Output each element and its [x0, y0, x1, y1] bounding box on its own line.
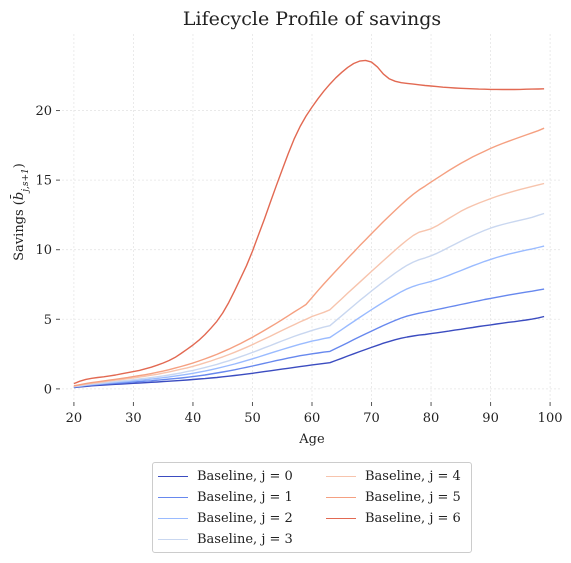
legend-label: Baseline, j = 2: [197, 510, 293, 526]
legend-item: Baseline, j = 0: [158, 466, 293, 486]
series-line-j0: [73, 315, 545, 389]
y-tick-label: 20: [35, 104, 52, 119]
legend-swatch: [326, 496, 356, 498]
y-tick-label: 0: [44, 382, 52, 397]
legend-swatch: [158, 475, 188, 477]
y-tick-label: 5: [44, 313, 52, 328]
series-line-j5: [73, 127, 545, 387]
legend-swatch: [326, 475, 356, 477]
legend-swatch: [326, 517, 356, 519]
series-line-j3: [73, 212, 545, 388]
x-tick-label: 100: [538, 411, 563, 426]
legend-item: Baseline, j = 2: [158, 508, 293, 528]
x-tick-label: 50: [244, 411, 261, 426]
grid: [62, 34, 562, 400]
y-axis-label: Savings (b̄j,s+1): [10, 163, 31, 261]
legend-swatch: [158, 496, 188, 498]
x-tick-label: 40: [185, 411, 202, 426]
legend: Baseline, j = 0 Baseline, j = 1 Baseline, …: [152, 462, 472, 553]
legend-item: Baseline, j = 6: [326, 508, 461, 528]
y-tick-label: 15: [35, 174, 52, 189]
legend-swatch: [158, 538, 188, 540]
x-tick-label: 30: [125, 411, 142, 426]
legend-item: Baseline, j = 5: [326, 487, 461, 507]
series-line-j2: [73, 245, 545, 388]
x-tick-label: 90: [482, 411, 499, 426]
x-tick-label: 20: [66, 411, 83, 426]
series-line-j6: [73, 59, 545, 385]
x-tick-label: 60: [304, 411, 321, 426]
axis-ticks: 20 30 40 50 60 70 80 90 100 0 5 10 15 20: [35, 104, 562, 426]
series-lines: [73, 59, 545, 389]
legend-label: Baseline, j = 6: [365, 510, 461, 526]
series-line-j1: [73, 288, 545, 388]
x-tick-label: 70: [363, 411, 380, 426]
series-line-j4: [73, 182, 545, 387]
legend-label: Baseline, j = 5: [365, 489, 461, 505]
legend-label: Baseline, j = 3: [197, 531, 293, 547]
legend-item: Baseline, j = 4: [326, 466, 461, 486]
chart-title: Lifecycle Profile of savings: [183, 8, 441, 30]
y-tick-label: 10: [35, 243, 52, 258]
legend-label: Baseline, j = 0: [197, 468, 293, 484]
legend-item: Baseline, j = 1: [158, 487, 293, 507]
x-axis-label: Age: [298, 432, 325, 447]
legend-item: Baseline, j = 3: [158, 529, 293, 549]
x-tick-label: 80: [423, 411, 440, 426]
legend-swatch: [158, 517, 188, 519]
legend-label: Baseline, j = 1: [197, 489, 293, 505]
legend-label: Baseline, j = 4: [365, 468, 461, 484]
